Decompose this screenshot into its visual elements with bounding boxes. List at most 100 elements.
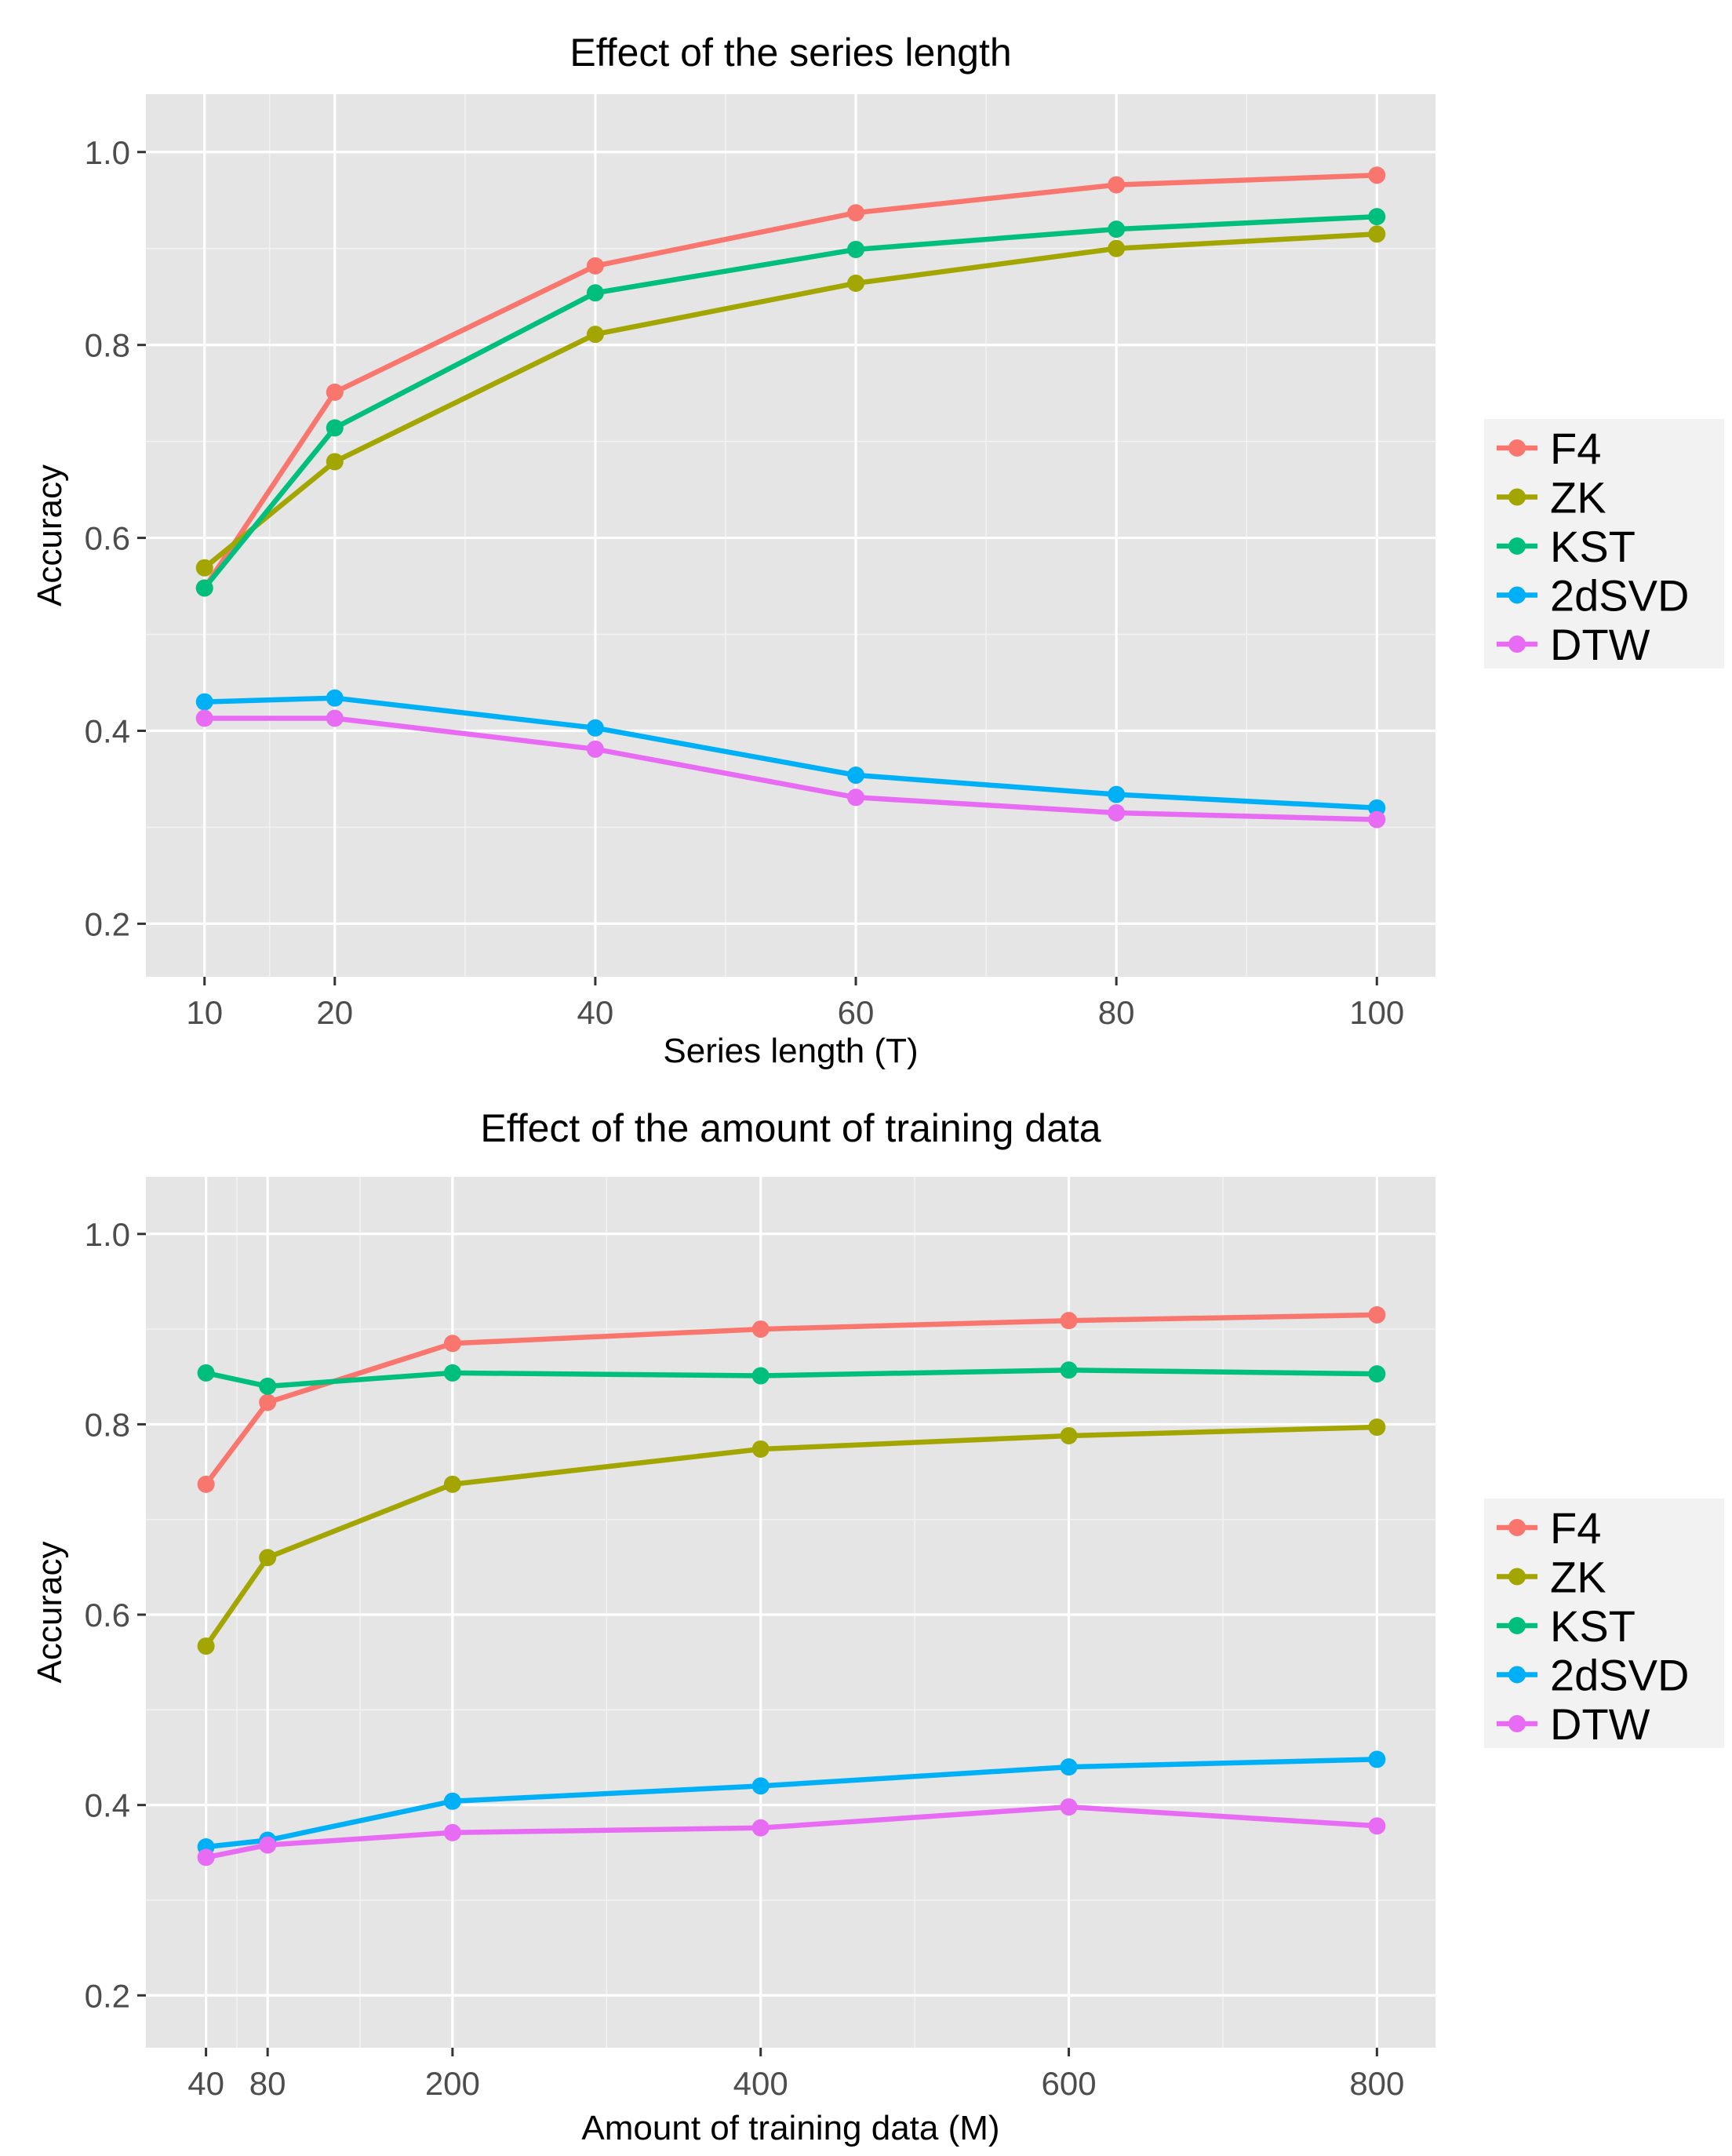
data-point-dtw [1368,810,1386,829]
data-point-zk [586,326,604,344]
data-point-2dsvd [847,767,865,785]
data-point-dtw [197,1848,215,1866]
legend-label-dtw: DTW [1550,1699,1650,1749]
legend-key-point [1508,439,1526,457]
series-line-zk [202,231,1380,570]
data-point-2dsvd [1368,1750,1386,1768]
legend-key-point [1508,1568,1526,1586]
data-point-dtw [1060,1798,1078,1816]
legend-label-dtw: DTW [1550,620,1650,669]
data-point-f4 [586,257,604,275]
legend-label-2dsvd: 2dSVD [1550,571,1689,621]
series-line-zk [203,1424,1380,1649]
x-tick-label: 100 [1349,994,1404,1031]
legend-key-point [1508,1715,1526,1732]
data-point-f4 [443,1335,461,1353]
data-point-2dsvd [326,689,344,707]
data-point-kst [1060,1361,1078,1379]
data-point-zk [197,1637,215,1655]
data-point-kst [847,240,865,258]
y-tick-label: 1.0 [85,1216,130,1253]
y-tick-label: 0.4 [85,1787,130,1824]
data-point-zk [1368,225,1386,243]
series-line-2dsvd [202,695,1380,811]
legend-key-point [1508,1666,1526,1684]
x-tick-label: 20 [316,994,353,1031]
data-point-f4 [847,204,865,222]
data-point-f4 [751,1320,770,1338]
y-axis-title: Accuracy [31,464,69,606]
data-point-dtw [751,1819,770,1837]
y-tick-label: 0.6 [85,520,130,557]
x-tick-label: 40 [577,994,614,1031]
x-axis-title: Amount of training data (M) [581,2109,999,2147]
series-line-kst [202,213,1380,591]
data-point-zk [326,453,344,471]
data-point-f4 [259,1393,277,1411]
data-point-kst [326,419,344,437]
data-point-zk [1108,239,1126,257]
x-tick-label: 200 [425,2065,480,2102]
x-tick-label: 80 [1098,994,1135,1031]
data-point-dtw [326,709,344,727]
legend-label-zk: ZK [1550,1553,1606,1602]
data-point-kst [443,1364,461,1382]
x-tick-label: 400 [733,2065,788,2102]
series-line-dtw [202,716,1380,822]
chart-title: Effect of the amount of training data [480,1106,1101,1150]
series-line-f4 [202,173,1380,591]
series-line-f4 [203,1312,1380,1488]
legend-key-point [1508,1617,1526,1634]
data-point-kst [259,1377,277,1395]
legend-label-f4: F4 [1550,1503,1601,1553]
data-point-dtw [259,1836,277,1854]
y-axis-title: Accuracy [31,1542,69,1684]
series-line-kst [203,1368,1380,1389]
legend-label-f4: F4 [1550,424,1601,473]
data-point-dtw [847,788,865,807]
data-point-kst [1368,208,1386,226]
data-point-kst [586,284,604,302]
data-point-kst [1368,1365,1386,1383]
x-axis-title: Series length (T) [663,1032,918,1070]
y-tick-label: 1.0 [85,134,130,171]
data-point-2dsvd [1060,1758,1078,1776]
data-point-f4 [1368,1306,1386,1324]
series-line-dtw [203,1804,1380,1860]
data-point-zk [847,274,865,292]
data-point-f4 [1368,166,1386,184]
data-point-f4 [1060,1312,1078,1330]
data-point-zk [443,1475,461,1493]
y-tick-label: 0.4 [85,712,130,749]
data-point-zk [1368,1419,1386,1437]
legend-label-kst: KST [1550,1601,1636,1651]
x-tick-label: 40 [187,2065,224,2102]
data-point-2dsvd [443,1792,461,1810]
x-tick-label: 600 [1041,2065,1096,2102]
y-tick-label: 0.6 [85,1597,130,1633]
legend-label-2dsvd: 2dSVD [1550,1651,1689,1700]
legend-key-point [1508,586,1526,604]
legend-key-point [1508,537,1526,555]
y-tick-label: 0.8 [85,1406,130,1443]
data-point-dtw [586,740,604,758]
data-point-zk [195,559,213,577]
x-tick-label: 80 [249,2065,286,2102]
series-length-chart: 0.2 0.4 0.6 0.8 1.0 10 20 40 60 80 100 Effect of th… [31,31,1724,1070]
data-point-2dsvd [586,719,604,737]
data-point-kst [751,1367,770,1385]
data-point-zk [751,1440,770,1458]
data-point-f4 [326,383,344,401]
data-point-f4 [1108,176,1126,194]
data-point-kst [197,1364,215,1382]
chart-title: Effect of the series length [569,31,1011,75]
legend-key-point [1508,1519,1526,1536]
data-point-f4 [197,1475,215,1493]
data-point-kst [195,579,213,597]
legend-key-point [1508,636,1526,653]
plot-panel [146,1177,1435,2048]
legend-key-point [1508,488,1526,506]
